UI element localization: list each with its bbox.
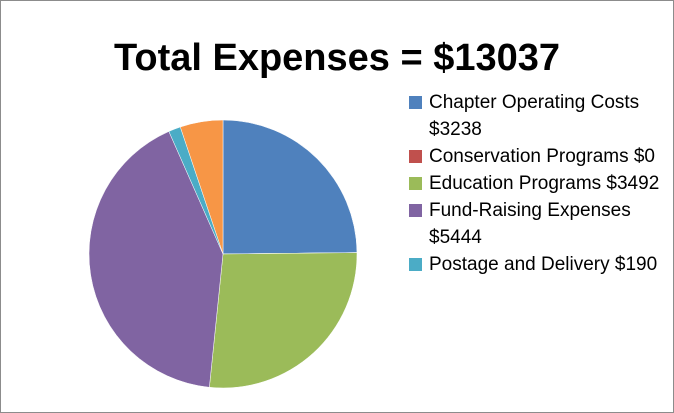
- legend-item: Fund-Raising Expenses $5444: [407, 197, 667, 251]
- legend-item: Conservation Programs $0: [407, 143, 667, 170]
- legend-swatch: [409, 150, 422, 163]
- legend-label: Education Programs $3492: [429, 173, 660, 194]
- pie-slice: [222, 119, 358, 255]
- legend-swatch: [409, 204, 422, 217]
- chart-title: Total Expenses = $13037: [113, 37, 561, 79]
- pie-slice: [88, 131, 224, 388]
- legend-item: Chapter Operating Costs $3238: [407, 89, 667, 143]
- pie-slice: [179, 119, 224, 255]
- legend-label: Chapter Operating Costs $3238: [429, 92, 640, 140]
- legend-label: Fund-Raising Expenses $5444: [429, 200, 631, 248]
- pie-slice: [209, 252, 358, 389]
- legend-item: Postage and Delivery $190: [407, 251, 667, 278]
- legend-label: Postage and Delivery $190: [429, 254, 658, 275]
- legend-label: Conservation Programs $0: [429, 146, 655, 167]
- legend-swatch: [409, 177, 422, 190]
- legend: Chapter Operating Costs $3238 Conservatio…: [407, 89, 667, 407]
- legend-swatch: [409, 258, 422, 271]
- legend-swatch: [409, 96, 422, 109]
- legend-item: Education Programs $3492: [407, 170, 667, 197]
